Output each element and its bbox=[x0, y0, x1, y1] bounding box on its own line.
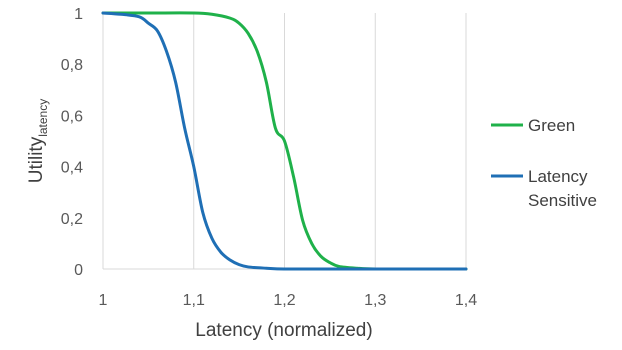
series-line-latency-sensitive bbox=[101, 11, 468, 271]
y-tick-label: 0,2 bbox=[61, 211, 83, 228]
legend-item-latency-sensitive: Latency Sensitive bbox=[491, 167, 597, 210]
legend-label-green: Green bbox=[528, 116, 575, 135]
legend-label-latency-sensitive: Latency bbox=[528, 167, 588, 186]
y-axis-ticks: 0 0,2 0,4 0,6 0,8 1 bbox=[61, 6, 83, 279]
y-axis-title-subscript: latency bbox=[36, 99, 50, 137]
y-tick-label: 0,6 bbox=[61, 108, 83, 125]
x-axis-title: Latency (normalized) bbox=[195, 320, 372, 341]
y-tick-label: 1 bbox=[74, 6, 83, 23]
x-tick-label: 1,3 bbox=[364, 292, 386, 309]
x-tick-label: 1,4 bbox=[455, 292, 477, 309]
y-tick-label: 0,4 bbox=[61, 160, 83, 177]
chart-series-lines bbox=[101, 11, 468, 271]
y-axis-title: Utilitylatency bbox=[26, 99, 50, 183]
legend-label-latency-sensitive-line2: Sensitive bbox=[528, 191, 597, 210]
legend-item-green: Green bbox=[491, 116, 575, 135]
x-tick-label: 1 bbox=[99, 292, 108, 309]
x-axis-ticks: 1 1,1 1,2 1,3 1,4 bbox=[99, 292, 478, 309]
x-tick-label: 1,1 bbox=[183, 292, 205, 309]
x-tick-label: 1,2 bbox=[273, 292, 295, 309]
y-tick-label: 0,8 bbox=[61, 57, 83, 74]
y-axis-title-main: Utility bbox=[26, 136, 47, 183]
legend: Green Latency Sensitive bbox=[491, 116, 597, 210]
y-tick-label: 0 bbox=[74, 262, 83, 279]
